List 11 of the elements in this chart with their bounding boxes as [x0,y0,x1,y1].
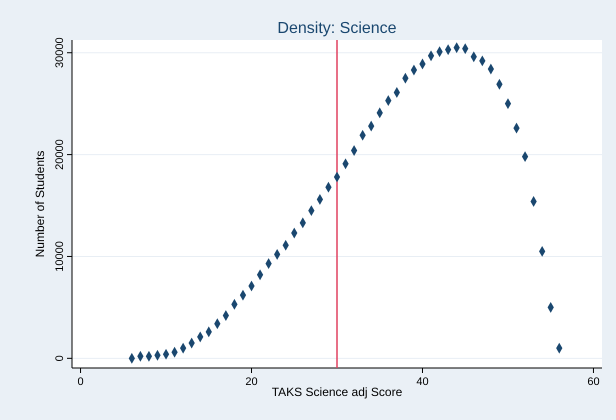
x-tick-label: 20 [245,376,258,388]
y-tick-label: 10000 [54,241,66,272]
y-tick-label: 30000 [54,37,66,68]
chart-title: Density: Science [277,20,397,37]
x-tick-label: 40 [416,376,429,388]
y-tick-label: 0 [54,355,66,362]
y-tick-label: 20000 [54,139,66,170]
y-axis-title: Number of Students [33,150,47,258]
x-tick-label: 0 [77,376,84,388]
x-tick-label: 60 [587,376,600,388]
x-axis-title: TAKS Science adj Score [272,385,403,399]
